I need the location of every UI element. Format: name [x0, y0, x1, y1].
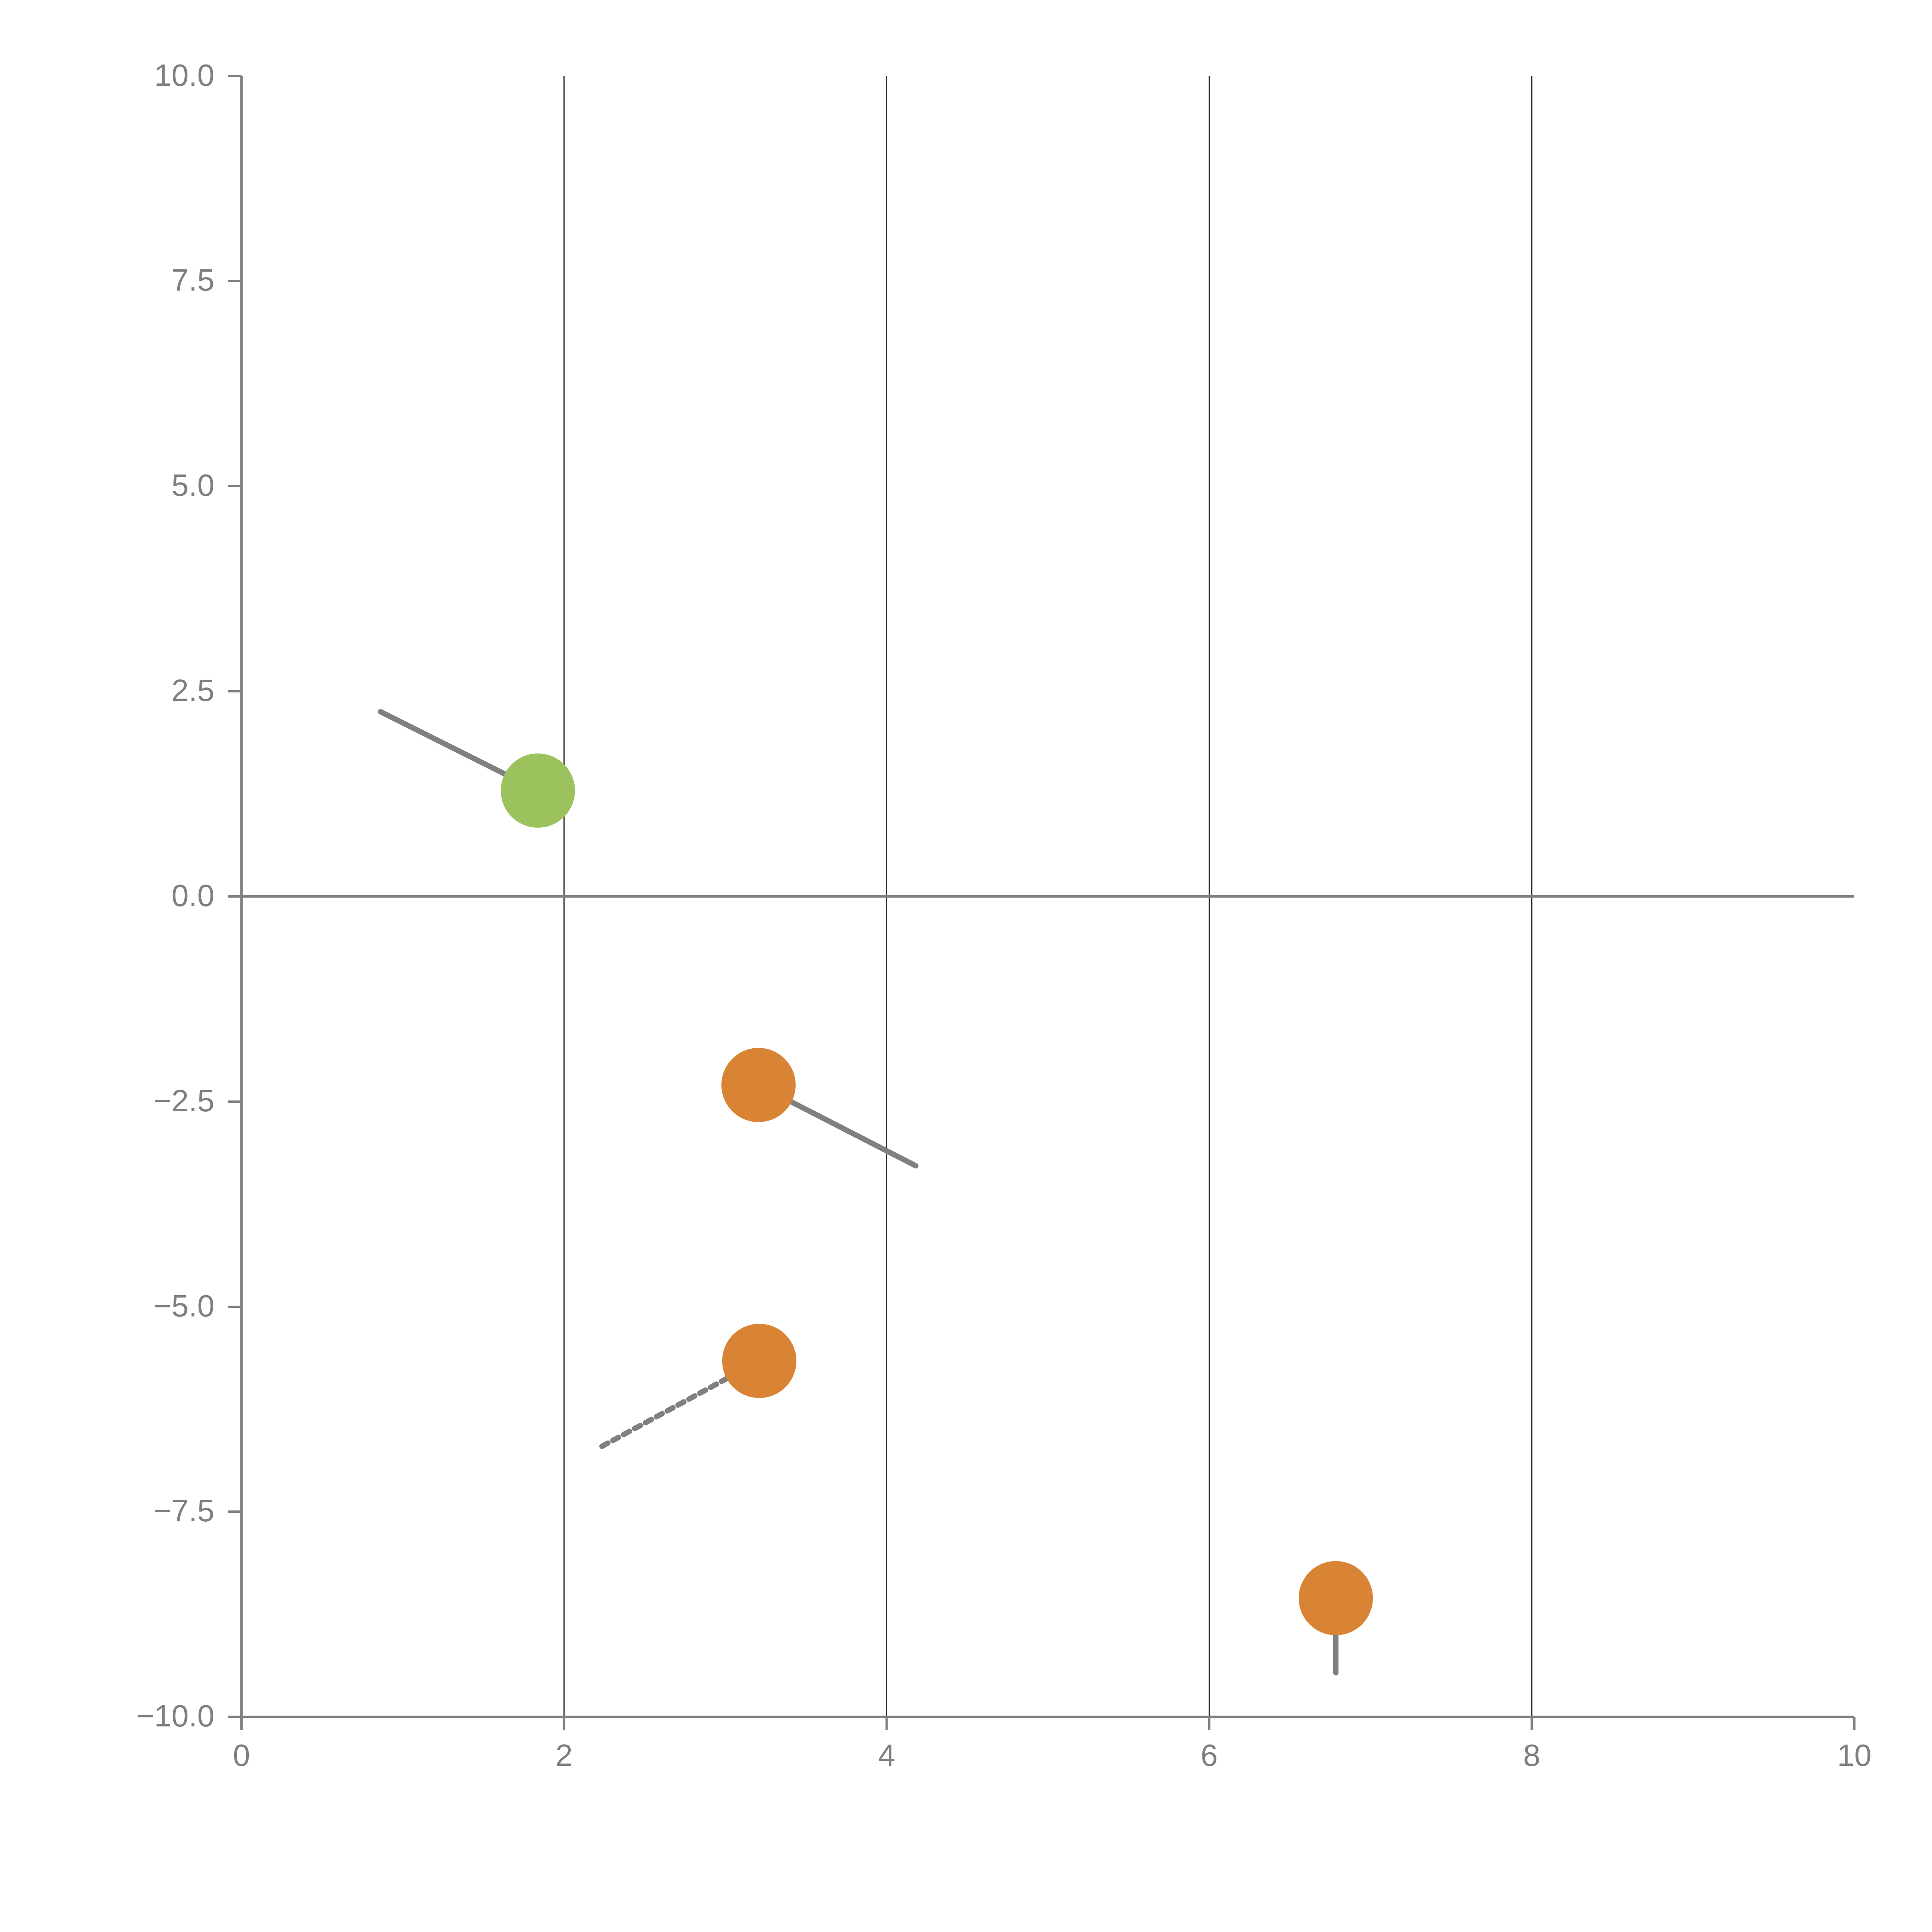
svg-text:6: 6 — [1201, 1738, 1218, 1772]
svg-text:4: 4 — [878, 1738, 895, 1772]
svg-text:10: 10 — [1837, 1738, 1872, 1772]
svg-text:2.5: 2.5 — [172, 673, 214, 707]
svg-text:5.0: 5.0 — [172, 468, 214, 502]
svg-text:−7.5: −7.5 — [153, 1493, 214, 1528]
svg-text:−10.0: −10.0 — [136, 1699, 214, 1733]
svg-text:0.0: 0.0 — [172, 878, 214, 913]
svg-text:10.0: 10.0 — [154, 58, 214, 92]
svg-text:8: 8 — [1523, 1738, 1541, 1772]
svg-text:7.5: 7.5 — [172, 263, 214, 297]
svg-text:−5.0: −5.0 — [153, 1289, 214, 1323]
svg-text:−2.5: −2.5 — [153, 1083, 214, 1118]
svg-text:2: 2 — [556, 1738, 573, 1772]
svg-text:0: 0 — [233, 1738, 250, 1772]
